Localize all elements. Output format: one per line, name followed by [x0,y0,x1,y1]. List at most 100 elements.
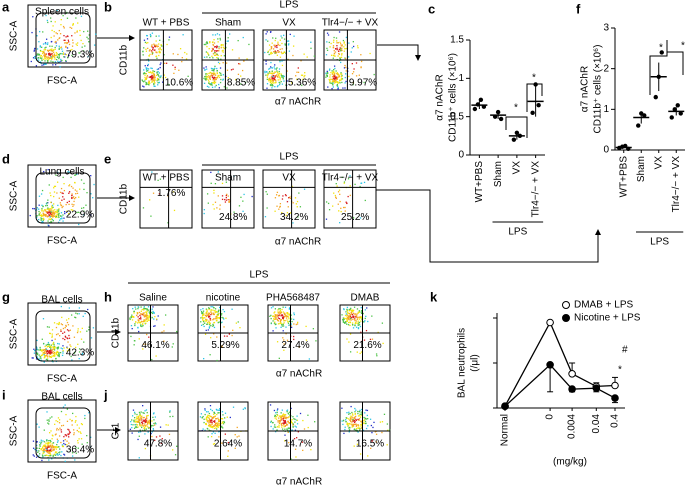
event-dot [67,57,69,59]
event-dot [208,321,211,324]
event-dot [154,82,156,84]
event-dot [272,79,274,81]
event-dot [67,428,69,431]
event-dot [278,72,281,75]
event-dot [348,42,350,44]
event-dot [355,423,357,425]
event-dot [53,215,55,217]
gate-percent: 46.1% [141,340,169,351]
event-dot [274,52,276,54]
event-dot [64,39,66,41]
event-dot [349,315,352,318]
event-dot [271,75,273,77]
event-dot [74,421,77,423]
event-dot [176,330,178,333]
event-dot [60,52,62,55]
event-dot [295,75,297,77]
event-dot [153,83,155,86]
event-dot [224,417,226,419]
event-dot [48,432,51,434]
event-dot [206,416,209,418]
event-dot [274,414,276,417]
event-dot [52,442,55,444]
event-dot [305,325,307,328]
event-dot [72,23,74,25]
event-dot [240,83,242,85]
event-dot [49,17,52,19]
event-dot [47,352,49,355]
event-dot [64,56,66,58]
event-dot [343,318,345,321]
event-dot [41,459,43,462]
event-dot [277,309,279,311]
event-dot [138,457,140,459]
event-dot [240,75,242,77]
event-dot [291,82,293,84]
event-dot [222,51,224,53]
event-dot [203,418,205,420]
event-dot [79,29,81,32]
event-dot [142,51,144,53]
event-dot [45,215,47,217]
event-dot [345,66,347,69]
event-dot [70,345,72,348]
event-dot [53,322,56,324]
event-dot [207,420,209,422]
gate-percent: 25.2% [341,212,369,223]
event-dot [48,208,51,211]
event-dot [149,313,151,315]
event-dot [333,74,335,76]
event-dot [77,211,80,213]
event-dot [44,355,46,357]
event-dot [268,53,270,56]
event-dot [212,318,215,320]
event-dot [139,321,141,324]
event-dot [145,78,147,80]
event-dot [58,61,61,63]
event-dot [376,355,378,357]
event-dot [270,80,273,82]
event-dot [141,419,143,421]
event-dot [45,38,48,40]
event-dot [360,427,362,429]
event-dot [277,408,279,410]
event-dot [203,313,205,315]
event-dot [47,59,50,61]
event-dot [56,216,58,218]
event-dot [132,307,134,310]
event-dot [38,210,40,213]
event-dot [168,433,171,436]
event-dot [340,210,342,213]
y-tick-label: 2 [603,63,609,74]
event-dot [63,56,65,58]
event-dot [248,43,250,46]
event-dot [274,311,276,313]
event-dot [227,37,229,39]
event-dot [325,72,327,74]
event-dot [50,430,52,432]
event-dot [67,324,70,326]
event-dot [351,62,353,65]
event-dot [207,436,209,438]
event-dot [144,433,146,435]
event-dot [44,349,46,351]
event-dot [274,197,277,199]
event-dot [74,32,76,34]
event-dot [357,425,360,427]
event-dot [204,429,206,431]
event-dot [138,420,141,422]
event-dot [330,42,332,45]
event-dot [137,316,139,318]
event-dot [217,310,220,312]
event-dot [74,174,77,176]
event-dot [288,318,290,320]
event-dot [167,222,169,224]
event-dot [43,451,45,453]
event-dot [286,312,288,314]
event-dot [276,44,278,47]
event-dot [174,454,177,456]
event-dot [74,346,77,349]
event-dot [286,410,288,412]
event-dot [210,171,212,174]
event-dot [209,420,212,422]
